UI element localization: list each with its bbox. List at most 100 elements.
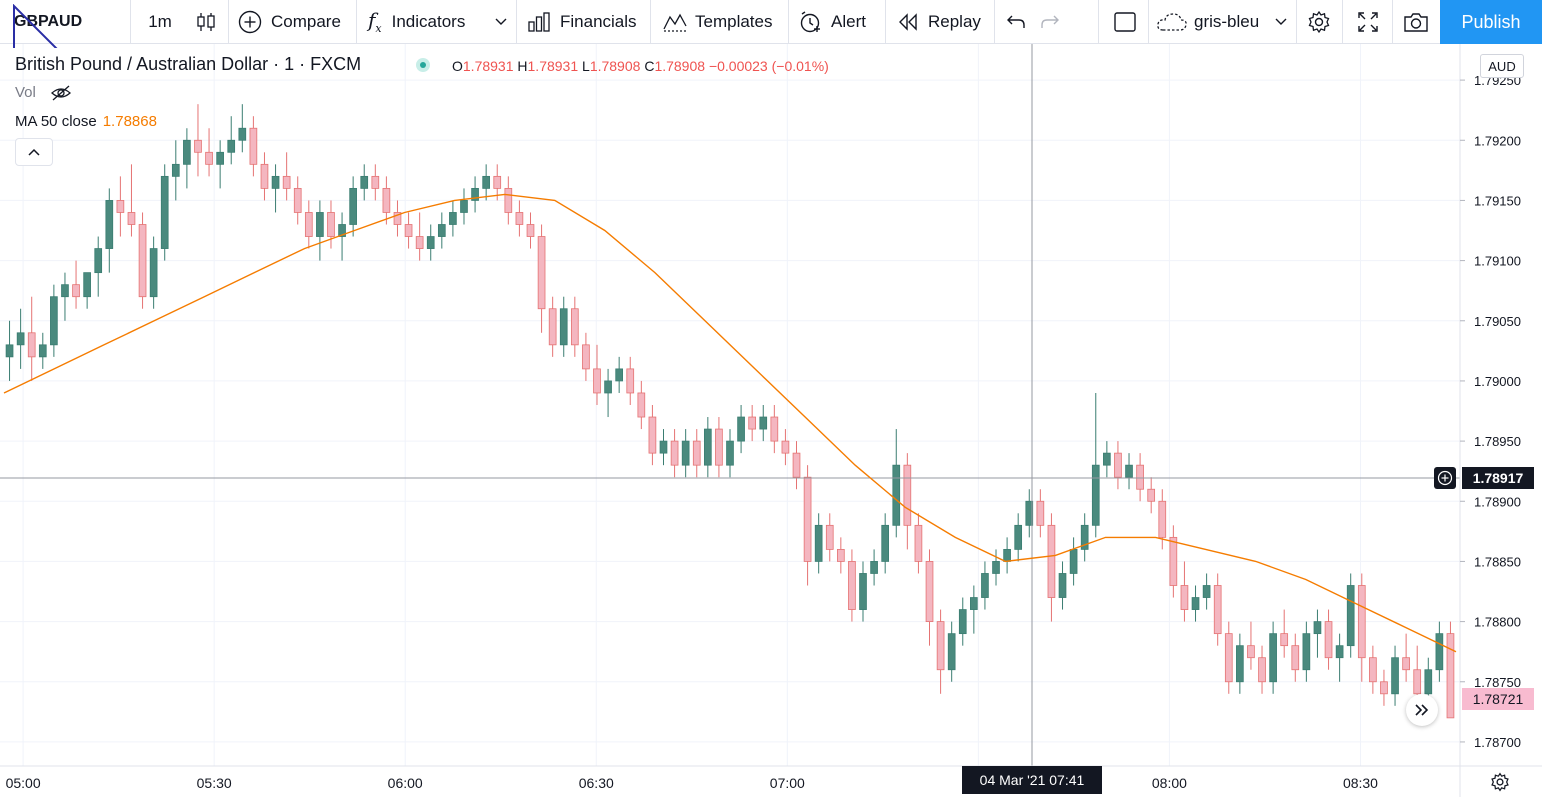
candle bbox=[859, 561, 867, 622]
candle-body bbox=[726, 440, 734, 466]
candle bbox=[559, 296, 568, 357]
candle bbox=[914, 513, 923, 574]
screenshot-button[interactable] bbox=[1400, 0, 1432, 43]
candle bbox=[825, 513, 834, 562]
market-status-icon[interactable] bbox=[416, 58, 430, 72]
candle bbox=[216, 140, 224, 189]
currency-badge[interactable]: AUD bbox=[1480, 54, 1524, 78]
candle bbox=[1025, 489, 1034, 538]
candle-body bbox=[282, 175, 291, 189]
candle bbox=[360, 164, 369, 201]
legend-symbol-title[interactable]: British Pound / Australian Dollar · 1 · … bbox=[15, 54, 362, 74]
candle bbox=[1158, 489, 1167, 550]
templates-button[interactable]: Templates bbox=[662, 0, 782, 43]
candle-body bbox=[27, 332, 36, 358]
layout-square-icon bbox=[1114, 11, 1136, 32]
legend-collapse-button[interactable] bbox=[15, 138, 53, 166]
candle-body bbox=[515, 212, 524, 225]
scroll-to-realtime-button[interactable] bbox=[1406, 694, 1438, 726]
crosshair-add-icon[interactable] bbox=[1434, 467, 1456, 489]
candle bbox=[1269, 621, 1277, 694]
compare-button[interactable]: Compare bbox=[238, 0, 348, 43]
indicators-dropdown[interactable] bbox=[490, 0, 512, 43]
candle-body bbox=[249, 127, 258, 165]
price-tick-label: 1.78800 bbox=[1474, 615, 1521, 630]
candle-body bbox=[537, 236, 546, 310]
candle bbox=[404, 212, 413, 249]
price-tick-label: 1.79000 bbox=[1474, 374, 1521, 389]
candle-body bbox=[981, 573, 989, 598]
candle bbox=[482, 164, 490, 201]
candle-body bbox=[50, 296, 58, 346]
chart-grid bbox=[0, 44, 1460, 766]
fx-icon: fx bbox=[368, 8, 382, 35]
candle bbox=[1402, 633, 1410, 682]
undo-button[interactable] bbox=[1002, 0, 1030, 43]
candle bbox=[792, 441, 801, 490]
candle-body bbox=[471, 187, 479, 201]
candle-body bbox=[892, 464, 901, 526]
symbol-search-button[interactable]: GBPAUD bbox=[0, 0, 130, 48]
templates-icon bbox=[663, 13, 687, 32]
candle bbox=[504, 176, 513, 225]
candle-body bbox=[1058, 573, 1067, 598]
candle bbox=[970, 585, 978, 634]
candle bbox=[393, 200, 402, 237]
candle-body bbox=[72, 284, 80, 298]
chart-canvas[interactable]: 1.792501.792001.791501.791001.790501.790… bbox=[0, 44, 1542, 797]
candle-body bbox=[770, 416, 779, 442]
volume-legend-row[interactable]: Vol bbox=[15, 84, 72, 101]
interval-button[interactable]: 1m bbox=[140, 0, 180, 43]
redo-button[interactable] bbox=[1036, 0, 1064, 43]
low-label: L bbox=[582, 58, 590, 74]
chart-type-button[interactable] bbox=[190, 0, 222, 43]
candle bbox=[249, 116, 258, 177]
candle-body bbox=[1446, 633, 1455, 719]
financials-button[interactable]: Financials bbox=[527, 0, 642, 43]
candle-body bbox=[16, 332, 25, 346]
ma-50-series bbox=[3, 193, 1457, 653]
candle bbox=[50, 284, 58, 357]
candle bbox=[648, 405, 657, 466]
candle-body bbox=[692, 440, 701, 466]
candle bbox=[1114, 441, 1122, 490]
candle bbox=[1258, 645, 1266, 694]
top-toolbar: GBPAUD 1m Compare fx Indicators bbox=[0, 0, 1542, 48]
time-tick-label: 08:30 bbox=[1343, 775, 1378, 791]
replay-button[interactable]: Replay bbox=[897, 0, 989, 43]
candle-body bbox=[814, 524, 823, 562]
fullscreen-button[interactable] bbox=[1352, 0, 1384, 43]
candle-body bbox=[881, 524, 890, 562]
candle bbox=[515, 200, 524, 237]
last-price-label: 1.78721 bbox=[1462, 688, 1534, 710]
candle bbox=[637, 380, 646, 430]
candle bbox=[1213, 573, 1222, 646]
ma-legend-row[interactable]: MA 50 close 1.78868 bbox=[15, 113, 157, 130]
candle-body bbox=[1180, 585, 1189, 610]
candle bbox=[260, 152, 269, 201]
candle-body bbox=[781, 440, 790, 454]
candle-body bbox=[1302, 633, 1311, 671]
price-axis-ticks: 1.792501.792001.791501.791001.790501.790… bbox=[1460, 73, 1521, 750]
candle-body bbox=[415, 236, 424, 249]
alert-button[interactable]: Alert bbox=[799, 0, 879, 43]
candle bbox=[16, 308, 25, 369]
indicators-button[interactable]: fx Indicators bbox=[368, 0, 478, 43]
double-chevron-right-icon bbox=[1415, 704, 1429, 716]
layout-name-button[interactable]: gris-bleu bbox=[1156, 0, 1292, 43]
chart-settings-gear-icon[interactable] bbox=[1490, 772, 1510, 792]
candle bbox=[127, 164, 136, 237]
publish-button[interactable]: Publish bbox=[1440, 0, 1542, 44]
settings-button[interactable] bbox=[1303, 0, 1335, 43]
layout-button[interactable] bbox=[1108, 0, 1142, 43]
candle bbox=[1335, 633, 1344, 682]
eye-hidden-icon[interactable] bbox=[50, 85, 72, 101]
time-tick-label: 05:00 bbox=[6, 775, 41, 791]
fullscreen-icon bbox=[1358, 11, 1378, 32]
candle bbox=[1380, 669, 1388, 706]
candle-body bbox=[1247, 645, 1255, 659]
candle bbox=[726, 429, 734, 478]
candle bbox=[925, 549, 934, 646]
interval-label: 1m bbox=[148, 11, 172, 31]
candle bbox=[1169, 525, 1178, 598]
